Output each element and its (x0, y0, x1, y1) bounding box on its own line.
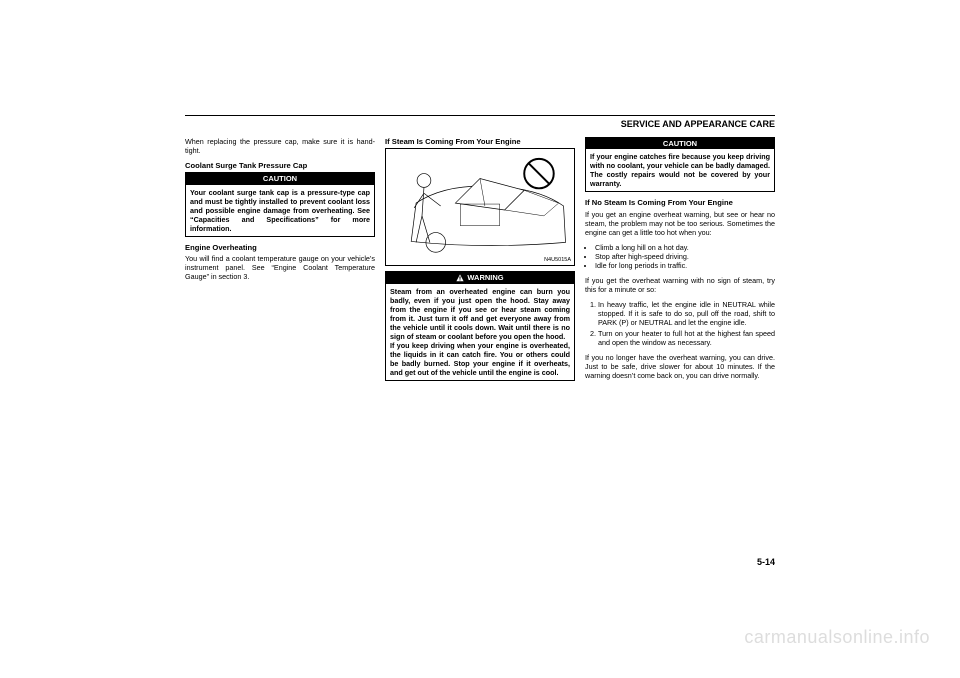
caution-box: CAUTION Your coolant surge tank cap is a… (185, 172, 375, 236)
manual-page: SERVICE AND APPEARANCE CARE When replaci… (185, 115, 775, 545)
list-item: Stop after high-speed driving. (595, 252, 775, 261)
column-2: If Steam Is Coming From Your Engine (385, 137, 575, 387)
list-item: Turn on your heater to full hot at the h… (598, 329, 775, 347)
no-steam-paragraph: If you get an engine overheat warning, b… (585, 210, 775, 237)
content-columns: When replacing the pressure cap, make su… (185, 137, 775, 387)
steps-list: In heavy traffic, let the engine idle in… (585, 300, 775, 347)
warning-body: Steam from an overheated engine can burn… (386, 284, 574, 380)
warning-box: WARNING Steam from an overheated engine … (385, 271, 575, 380)
caution-body: Your coolant surge tank cap is a pressur… (186, 185, 374, 236)
hot-conditions-list: Climb a long hill on a hot day. Stop aft… (585, 243, 775, 270)
watermark: carmanualsonline.info (744, 627, 930, 648)
section-header: SERVICE AND APPEARANCE CARE (185, 119, 775, 129)
warning-label: WARNING (467, 273, 503, 282)
header-rule (185, 115, 775, 116)
list-item: Climb a long hill on a hot day. (595, 243, 775, 252)
caution-label: CAUTION (186, 173, 374, 184)
illustration-id: N4U5015A (544, 257, 571, 264)
final-paragraph: If you no longer have the overheat warni… (585, 353, 775, 380)
subheading-steam: If Steam Is Coming From Your Engine (385, 137, 575, 146)
try-this-paragraph: If you get the overheat warning with no … (585, 276, 775, 294)
column-3: CAUTION If your engine catches fire beca… (585, 137, 775, 387)
caution-box-2: CAUTION If your engine catches fire beca… (585, 137, 775, 192)
engine-steam-illustration (386, 149, 574, 265)
caution-label-2: CAUTION (586, 138, 774, 149)
subheading-overheating: Engine Overheating (185, 243, 375, 252)
subheading-surge-tank: Coolant Surge Tank Pressure Cap (185, 161, 375, 170)
warning-triangle-icon (456, 274, 464, 282)
caution-body-2: If your engine catches fire because you … (586, 149, 774, 191)
intro-paragraph: When replacing the pressure cap, make su… (185, 137, 375, 155)
subheading-no-steam: If No Steam Is Coming From Your Engine (585, 198, 775, 207)
overheating-paragraph: You will find a coolant temperature gaug… (185, 254, 375, 281)
list-item: Idle for long periods in traffic. (595, 261, 775, 270)
column-1: When replacing the pressure cap, make su… (185, 137, 375, 387)
illustration-box: N4U5015A (385, 148, 575, 266)
warning-label-row: WARNING (386, 272, 574, 283)
list-item: In heavy traffic, let the engine idle in… (598, 300, 775, 327)
page-number: 5-14 (757, 557, 775, 567)
